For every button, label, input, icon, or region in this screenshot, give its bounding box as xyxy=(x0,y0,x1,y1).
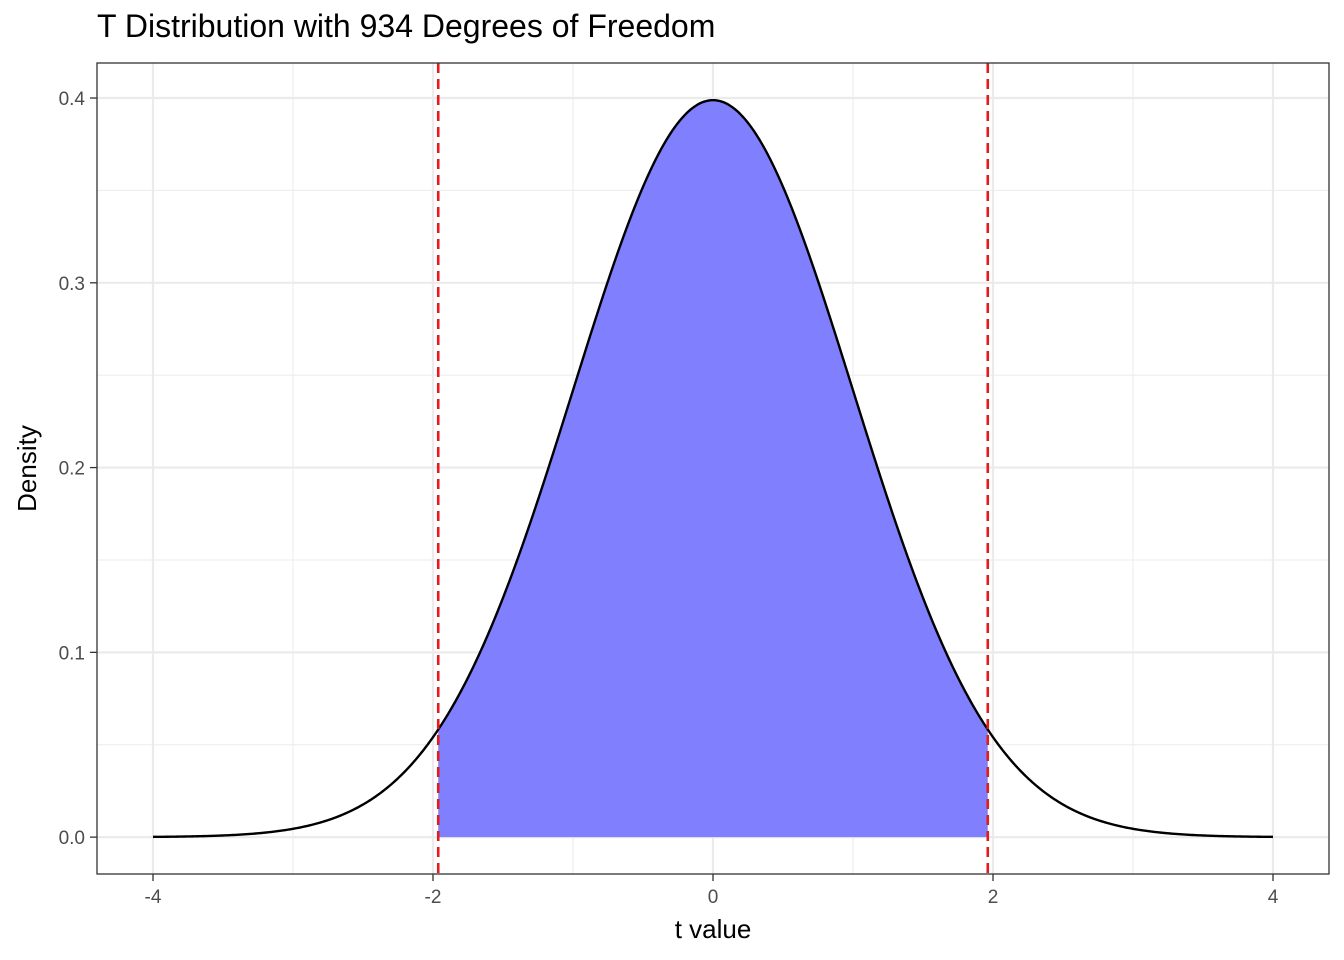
y-tick-label: 0.3 xyxy=(59,274,85,295)
x-tick-label: -4 xyxy=(145,887,162,908)
y-tick-label: 0.4 xyxy=(59,89,86,110)
y-axis-title: Density xyxy=(12,425,42,512)
y-tick-label: 0.2 xyxy=(59,459,85,480)
x-tick-label: 4 xyxy=(1268,887,1279,908)
chart-title: T Distribution with 934 Degrees of Freed… xyxy=(97,8,716,44)
x-axis-title: t value xyxy=(675,914,752,944)
x-tick-label: 0 xyxy=(708,887,719,908)
y-tick-label: 0.1 xyxy=(59,643,85,664)
y-tick-label: 0.0 xyxy=(59,828,85,849)
y-axis: 0.0 0.1 0.2 0.3 0.4 xyxy=(59,89,97,849)
shaded-region xyxy=(438,100,988,838)
x-tick-label: 2 xyxy=(988,887,999,908)
x-axis: -4 -2 0 2 4 xyxy=(145,874,1279,908)
density-curve xyxy=(152,98,1274,839)
x-tick-label: -2 xyxy=(425,887,442,908)
